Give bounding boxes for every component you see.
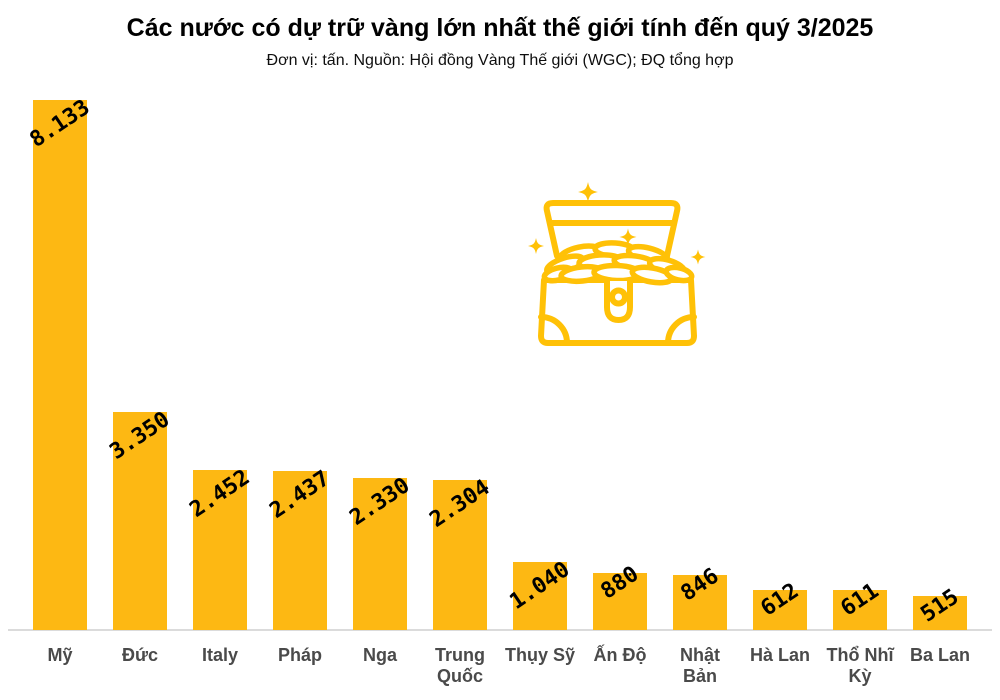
category-label: Thụy Sỹ xyxy=(504,645,575,665)
bar-value-label: 3.350 xyxy=(105,407,175,465)
bar-value-label: 2.437 xyxy=(265,466,335,524)
chest-corner-right xyxy=(665,314,697,346)
chest-clasp xyxy=(604,278,633,323)
bar-column: 2.330 Nga xyxy=(340,0,420,700)
bar: 2.452 xyxy=(186,465,254,630)
category-label: Trung Quốc xyxy=(435,645,485,686)
category-label: Pháp xyxy=(277,645,322,665)
bar-value-label: 1.040 xyxy=(505,557,575,615)
bar-value-label: 8.133 xyxy=(25,95,95,153)
bar-column: 2.452 Italy xyxy=(180,0,260,700)
bar-column: 1.040 Thụy Sỹ xyxy=(500,0,580,700)
bar: 8.133 xyxy=(26,95,94,630)
bar-value-label: 612 xyxy=(756,578,804,622)
bar-column: 8.133 Mỹ xyxy=(20,0,100,700)
category-label: Đức xyxy=(121,645,159,665)
bar: 880 xyxy=(593,562,647,630)
bar-area: 8.133 Mỹ 3.350 Đức 2.452 Italy 2.437 Pháp 2.330 N… xyxy=(20,0,980,700)
bar-column: 3.350 Đức xyxy=(100,0,180,700)
bar: 612 xyxy=(753,579,807,630)
category-label: Nhật Bản xyxy=(680,645,720,686)
bar: 3.350 xyxy=(106,407,174,630)
category-label: Hà Lan xyxy=(749,645,810,665)
bar-column: 2.304 Trung Quốc xyxy=(420,0,500,700)
bar: 846 xyxy=(673,564,727,630)
bar-column: 880 Ấn Độ xyxy=(580,0,660,700)
category-label: Mỹ xyxy=(47,645,73,665)
bar: 2.304 xyxy=(426,475,494,630)
bar-column: 612 Hà Lan xyxy=(740,0,820,700)
gold-coins xyxy=(541,240,695,286)
bar-column: 515 Ba Lan xyxy=(900,0,980,700)
category-label: Ấn Độ xyxy=(593,645,647,665)
bar-value-label: 2.452 xyxy=(185,465,255,523)
bar-value-label: 880 xyxy=(596,561,644,605)
bar-column: 846 Nhật Bản xyxy=(660,0,740,700)
bar: 515 xyxy=(913,585,967,630)
bar: 2.437 xyxy=(266,466,334,630)
bar-column: 2.437 Pháp xyxy=(260,0,340,700)
chart-title: Các nước có dự trữ vàng lớn nhất thế giớ… xyxy=(126,14,874,42)
bar: 1.040 xyxy=(506,557,574,630)
bar-value-label: 611 xyxy=(836,578,884,622)
category-label: Ba Lan xyxy=(909,645,970,665)
bar-value-label: 515 xyxy=(916,584,964,628)
bar-value-label: 2.330 xyxy=(345,473,415,531)
chest-body xyxy=(538,277,697,346)
treasure-chest-icon xyxy=(510,170,710,346)
category-label: Italy xyxy=(201,645,239,665)
chart-subtitle: Đơn vị: tấn. Nguồn: Hội đồng Vàng Thế gi… xyxy=(266,52,734,69)
bar-value-label: 2.304 xyxy=(425,475,495,533)
category-label: Thổ Nhĩ Kỳ xyxy=(826,645,894,686)
category-label: Nga xyxy=(362,645,397,665)
bar: 611 xyxy=(833,579,887,630)
chest-lid xyxy=(543,200,681,259)
bar-column: 611 Thổ Nhĩ Kỳ xyxy=(820,0,900,700)
bar-value-label: 846 xyxy=(676,563,724,607)
x-axis-line xyxy=(8,629,992,631)
bar: 2.330 xyxy=(346,473,414,630)
chest-corner-left xyxy=(538,314,570,346)
